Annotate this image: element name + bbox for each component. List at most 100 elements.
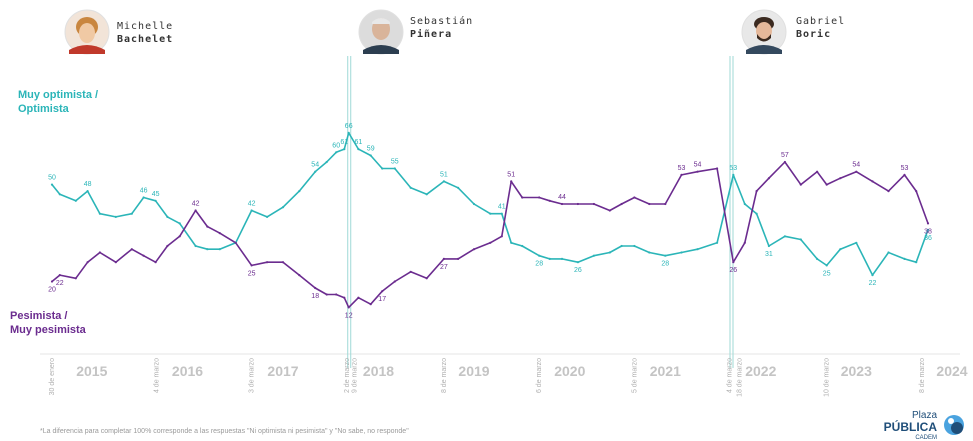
data-point xyxy=(633,196,636,199)
data-point xyxy=(855,241,858,244)
data-point xyxy=(325,293,328,296)
data-label: 26 xyxy=(729,267,737,274)
data-point xyxy=(281,261,285,264)
data-point xyxy=(839,248,842,251)
data-point xyxy=(347,306,350,309)
data-point xyxy=(716,241,719,244)
data-point xyxy=(314,170,317,173)
data-point xyxy=(767,244,771,248)
data-point xyxy=(457,186,460,189)
data-point xyxy=(592,254,596,257)
data-point xyxy=(206,248,209,251)
data-point xyxy=(755,212,758,215)
data-label: 54 xyxy=(311,162,319,169)
data-point xyxy=(369,303,372,306)
data-label: 18 xyxy=(311,293,319,300)
data-point xyxy=(130,212,133,215)
data-point xyxy=(98,212,101,215)
data-point xyxy=(393,280,396,283)
data-point xyxy=(130,248,133,251)
data-point xyxy=(887,251,890,254)
data-point xyxy=(839,177,842,180)
data-point xyxy=(521,196,524,199)
date-label: 4 de marzo xyxy=(153,358,160,393)
pinera-portrait-icon xyxy=(358,9,404,55)
president-first-name: Gabriel xyxy=(796,16,845,27)
year-label: 2024 xyxy=(936,363,967,379)
data-label: 42 xyxy=(248,201,256,208)
year-label: 2022 xyxy=(745,363,776,379)
data-label: 44 xyxy=(558,194,566,201)
data-point xyxy=(250,264,253,267)
data-point xyxy=(887,190,890,193)
data-point xyxy=(799,238,802,241)
data-label: 31 xyxy=(765,251,773,258)
data-point xyxy=(178,222,181,225)
year-label: 2018 xyxy=(363,363,394,379)
data-point xyxy=(608,251,611,254)
data-point xyxy=(521,244,524,248)
data-label: 55 xyxy=(391,159,399,166)
data-point xyxy=(154,261,157,264)
data-point xyxy=(548,199,551,202)
footnote: *La diferencia para completar 100% corre… xyxy=(40,428,409,435)
data-point xyxy=(696,248,699,251)
data-label: 53 xyxy=(678,165,686,172)
data-point xyxy=(166,215,169,218)
data-label: 22 xyxy=(869,280,877,287)
data-point xyxy=(489,212,492,215)
series-lines xyxy=(51,132,929,309)
data-label: 38 xyxy=(924,228,932,235)
series-label-optimista-line2: Optimista xyxy=(18,103,70,115)
data-point xyxy=(576,202,580,206)
data-label: 53 xyxy=(901,165,909,172)
bachelet-portrait-icon xyxy=(64,9,110,55)
series-points xyxy=(50,131,930,309)
data-label: 57 xyxy=(781,152,789,159)
data-point xyxy=(369,154,372,157)
data-point xyxy=(357,296,360,299)
year-label: 2020 xyxy=(554,363,585,379)
data-point xyxy=(218,248,221,251)
data-point xyxy=(335,151,338,154)
data-label: 54 xyxy=(694,162,702,169)
data-point xyxy=(154,199,157,202)
data-point xyxy=(281,206,285,209)
president-pinera: Sebastián Piñera xyxy=(358,9,472,55)
data-point xyxy=(381,290,384,293)
brand-line1: Plaza xyxy=(912,410,937,421)
data-point xyxy=(825,183,828,186)
data-label: 61 xyxy=(355,139,363,146)
data-point xyxy=(98,251,101,254)
data-point xyxy=(381,167,384,170)
year-label: 2023 xyxy=(841,363,872,379)
data-point xyxy=(194,209,197,212)
data-point xyxy=(357,148,360,151)
data-point xyxy=(799,183,802,186)
data-point xyxy=(86,190,89,193)
data-label: 66 xyxy=(345,123,353,130)
data-label: 41 xyxy=(498,204,506,211)
data-point xyxy=(74,277,77,280)
year-label: 2019 xyxy=(458,363,489,379)
data-point xyxy=(716,167,719,170)
data-point xyxy=(409,186,412,189)
date-label: 2 de marzo xyxy=(344,358,351,393)
data-point xyxy=(825,264,828,267)
data-label: 45 xyxy=(152,191,160,198)
boric-portrait-icon xyxy=(741,9,787,55)
brand-line3: CADEM xyxy=(915,435,937,441)
data-point xyxy=(347,131,350,134)
year-labels: 2015 2016 2017 2018 2019 2020 2021 2022 2023 2024 xyxy=(76,363,968,379)
data-label: 25 xyxy=(823,270,831,277)
data-point xyxy=(298,190,301,193)
data-point xyxy=(325,160,328,164)
series-label-pesimista-line1: Pesimista / xyxy=(10,310,67,322)
data-point xyxy=(576,261,580,264)
data-label: 46 xyxy=(140,188,148,195)
series-line-0 xyxy=(51,132,929,276)
data-point xyxy=(743,241,746,244)
data-point xyxy=(50,183,54,186)
data-point xyxy=(592,202,596,206)
